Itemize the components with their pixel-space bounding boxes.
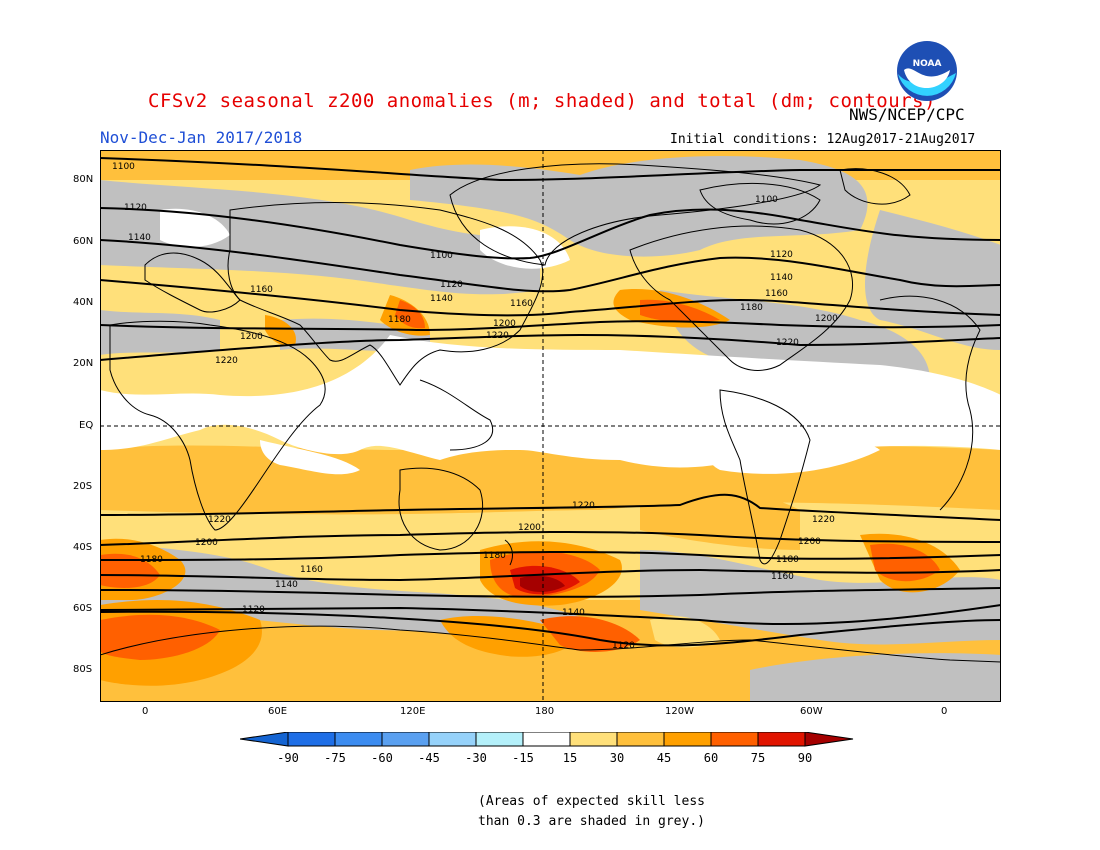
chart-title: CFSv2 seasonal z200 anomalies (m; shaded… bbox=[148, 90, 936, 112]
lon-label: 0 bbox=[941, 706, 948, 717]
colorbar-tick-label: 60 bbox=[704, 751, 718, 765]
contour-label: 1160 bbox=[510, 299, 533, 309]
contour-label: 1180 bbox=[140, 555, 163, 565]
contour-label: 1220 bbox=[208, 515, 231, 525]
contour-label: 1100 bbox=[112, 162, 135, 172]
contour-label: 1220 bbox=[572, 501, 595, 511]
contour-label: 1120 bbox=[612, 641, 635, 651]
colorbar-tick-label: 45 bbox=[657, 751, 671, 765]
lat-label: 40S bbox=[73, 542, 93, 553]
contour-label: 1180 bbox=[388, 315, 411, 325]
map-frame bbox=[100, 150, 1001, 702]
skill-note-line: than 0.3 are shaded in grey.) bbox=[478, 814, 705, 829]
contour-label: 1160 bbox=[771, 572, 794, 582]
lat-label: EQ bbox=[79, 420, 94, 431]
low-skill-grey-shading bbox=[100, 155, 1001, 702]
lon-label: 120W bbox=[665, 706, 694, 717]
contour-label: 1140 bbox=[128, 233, 151, 243]
contour-label: 1140 bbox=[430, 294, 453, 304]
colorbar-tick-label: -45 bbox=[418, 751, 440, 765]
contour-label: 1200 bbox=[195, 538, 218, 548]
contour-label: 1180 bbox=[776, 555, 799, 565]
colorbar-swatch bbox=[428, 732, 477, 747]
lon-label: 60W bbox=[800, 706, 823, 717]
contour-label: 1200 bbox=[493, 319, 516, 329]
contour-label: 1100 bbox=[430, 251, 453, 261]
contour-label: 1180 bbox=[483, 551, 506, 561]
lat-label: 20S bbox=[73, 481, 93, 492]
noaa-logo: NOAA bbox=[897, 41, 957, 101]
contour-label: 1120 bbox=[242, 605, 265, 615]
contour-label: 1120 bbox=[440, 280, 463, 290]
colorbar-swatch bbox=[334, 732, 383, 747]
contour-label: 1220 bbox=[776, 338, 799, 348]
colorbar-tick-label: -90 bbox=[277, 751, 299, 765]
contour-label: 1160 bbox=[300, 565, 323, 575]
colorbar-swatch bbox=[287, 732, 336, 747]
colorbar: -90 -75 -60 -45 -30 -15 15 30 45 60 75 90 bbox=[240, 732, 854, 765]
contour-label: 1120 bbox=[770, 250, 793, 260]
lat-label: 40N bbox=[73, 297, 94, 308]
colorbar-swatch bbox=[569, 732, 618, 747]
contour-label: 1140 bbox=[275, 580, 298, 590]
lon-label: 0 bbox=[142, 706, 149, 717]
skill-note: (Areas of expected skill less than 0.3 a… bbox=[478, 792, 705, 832]
contour-label: 1220 bbox=[486, 331, 509, 341]
contour-label: 1160 bbox=[250, 285, 273, 295]
lat-label: 60N bbox=[73, 236, 94, 247]
contour-label: 1180 bbox=[740, 303, 763, 313]
colorbar-tick-label: 90 bbox=[798, 751, 812, 765]
colorbar-tick-label: 15 bbox=[563, 751, 577, 765]
season-label: Nov-Dec-Jan 2017/2018 bbox=[100, 128, 303, 147]
contour-label: 1220 bbox=[812, 515, 835, 525]
initial-conditions-label: Initial conditions: 12Aug2017-21Aug2017 bbox=[670, 132, 976, 147]
colorbar-tick-label: 75 bbox=[751, 751, 765, 765]
colorbar-right-arrow bbox=[804, 732, 854, 747]
contour-label: 1220 bbox=[215, 356, 238, 366]
lat-label: 80S bbox=[73, 664, 93, 675]
colorbar-swatch bbox=[616, 732, 665, 747]
colorbar-left-arrow bbox=[240, 732, 289, 747]
logo-text: NOAA bbox=[913, 59, 942, 69]
lat-label: 20N bbox=[73, 358, 94, 369]
contour-label-group: 1100 1120 1140 1160 1180 1200 1220 1100 … bbox=[112, 162, 838, 651]
colorbar-tick-label: 30 bbox=[610, 751, 624, 765]
organization-label: NWS/NCEP/CPC bbox=[849, 105, 965, 124]
colorbar-swatch bbox=[522, 732, 571, 747]
contour-label: 1200 bbox=[240, 332, 263, 342]
closed-contour-arctic bbox=[449, 163, 822, 266]
contour-label: 1120 bbox=[124, 203, 147, 213]
colorbar-tick-label: -75 bbox=[324, 751, 346, 765]
colorbar-swatch bbox=[757, 732, 806, 747]
colorbar-swatch bbox=[475, 732, 524, 747]
colorbar-swatch bbox=[663, 732, 712, 747]
height-contours bbox=[100, 157, 1001, 647]
lat-label: 60S bbox=[73, 603, 93, 614]
lat-label: 80N bbox=[73, 174, 94, 185]
lon-label: 180 bbox=[535, 706, 555, 717]
colorbar-tick-label: -15 bbox=[512, 751, 534, 765]
contour-label: 1200 bbox=[798, 537, 821, 547]
colorbar-tick-label: -30 bbox=[465, 751, 487, 765]
colorbar-swatch bbox=[710, 732, 759, 747]
anomaly-map: 1100 1120 1140 1160 1180 1200 1220 1100 … bbox=[100, 150, 1001, 702]
lon-label: 120E bbox=[400, 706, 426, 717]
contour-label: 1140 bbox=[770, 273, 793, 283]
contour-label: 1140 bbox=[562, 608, 585, 618]
contour-label: 1160 bbox=[765, 289, 788, 299]
contour-label: 1100 bbox=[755, 195, 778, 205]
contour-label: 1200 bbox=[518, 523, 541, 533]
skill-note-line: (Areas of expected skill less bbox=[478, 794, 705, 809]
contour-label: 1200 bbox=[815, 314, 838, 324]
colorbar-swatch bbox=[381, 732, 430, 747]
lon-label: 60E bbox=[268, 706, 288, 717]
colorbar-tick-label: -60 bbox=[371, 751, 393, 765]
coastlines bbox=[100, 168, 1001, 663]
